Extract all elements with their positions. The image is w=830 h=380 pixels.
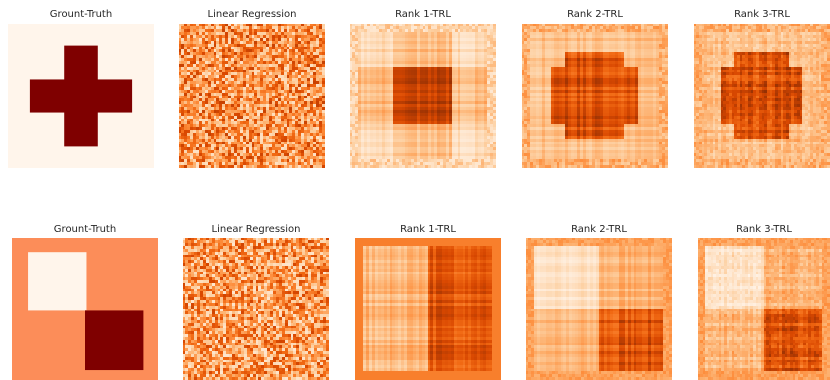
heatmap-rank1-squares xyxy=(355,238,501,380)
heatmap-gt-squares xyxy=(12,238,158,380)
panel-title-gt-cross: Grount-Truth xyxy=(49,9,113,20)
heatmap-linreg-cross xyxy=(179,24,325,168)
panel-title-rank3-squares: Rank 3-TRL xyxy=(736,224,792,235)
panel-title-gt-squares: Grount-Truth xyxy=(53,224,117,235)
heatmap-rank2-cross xyxy=(522,24,668,168)
heatmap-rank1-cross xyxy=(350,24,496,168)
panel-title-rank1-cross: Rank 1-TRL xyxy=(395,9,451,20)
heatmap-linreg-squares xyxy=(183,238,329,380)
panel-title-linreg-cross: Linear Regression xyxy=(207,9,297,20)
panel-title-rank2-squares: Rank 2-TRL xyxy=(571,224,627,235)
heatmap-rank2-squares xyxy=(526,238,672,380)
heatmap-gt-cross xyxy=(8,24,154,168)
panel-title-rank2-cross: Rank 2-TRL xyxy=(567,9,623,20)
panel-title-rank3-cross: Rank 3-TRL xyxy=(734,9,790,20)
heatmap-rank3-squares xyxy=(698,238,830,380)
panel-title-linreg-squares: Linear Regression xyxy=(211,224,301,235)
panel-title-rank1-squares: Rank 1-TRL xyxy=(400,224,456,235)
heatmap-rank3-cross xyxy=(694,24,830,168)
